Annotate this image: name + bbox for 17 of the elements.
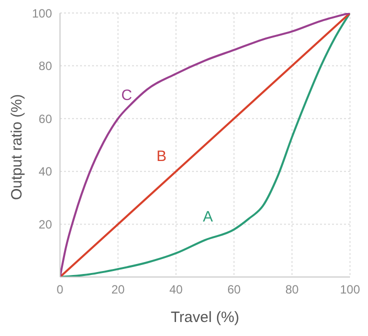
x-tick-label: 80 [285, 282, 299, 297]
y-tick-label: 20 [38, 217, 52, 232]
x-tick-label: 60 [227, 282, 241, 297]
line-series [60, 13, 350, 277]
x-tick-label: 20 [111, 282, 125, 297]
y-axis-title: Output ratio (%) [8, 94, 26, 200]
x-tick-label: 100 [340, 282, 360, 297]
y-tick-label: 100 [32, 6, 52, 20]
series-label: B [156, 148, 167, 165]
series-label: C [121, 87, 132, 104]
x-tick-label: 0 [56, 282, 64, 297]
x-axis-title: Travel (%) [170, 309, 240, 326]
y-tick-label: 80 [38, 59, 52, 74]
y-tick-label: 40 [38, 164, 52, 179]
x-tick-label: 40 [169, 282, 183, 297]
series-label: A [202, 208, 213, 226]
y-tick-label: 60 [38, 112, 52, 126]
